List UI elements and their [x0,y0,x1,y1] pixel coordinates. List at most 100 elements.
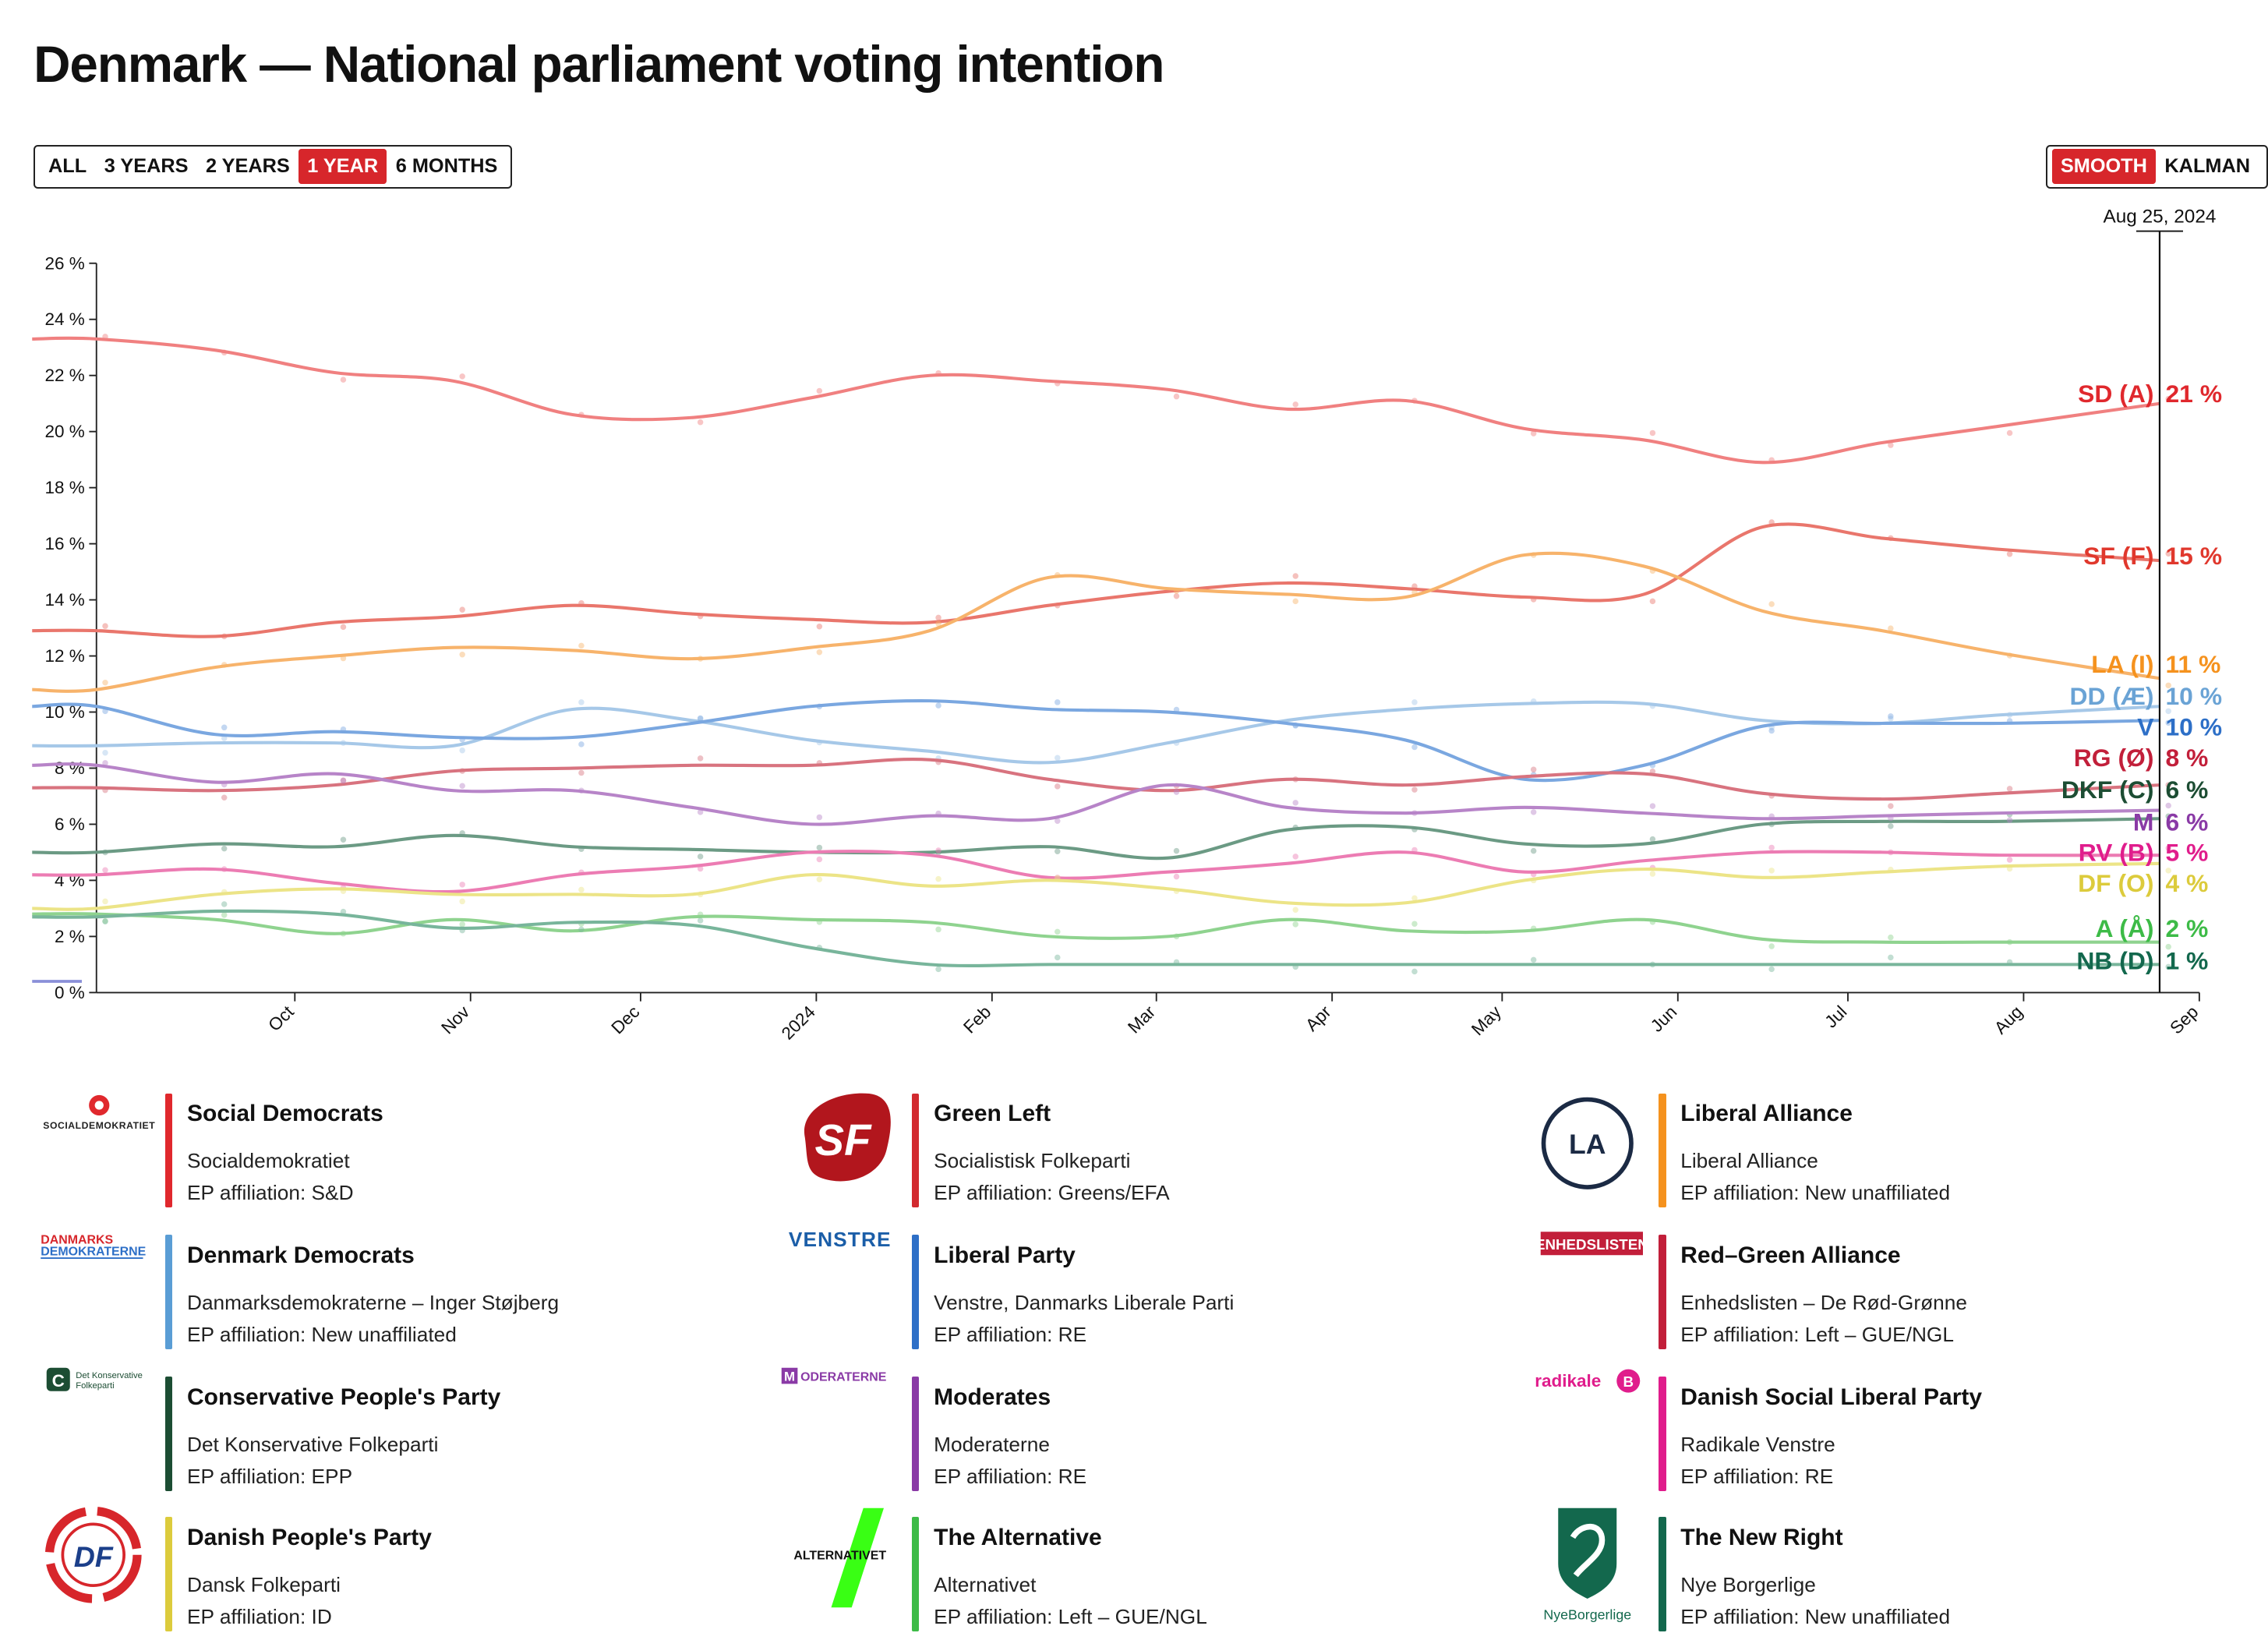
poll-point [578,412,585,418]
poll-point [935,966,941,972]
legend-color-bar [164,1093,173,1207]
page-title: Denmark — National parliament voting int… [34,36,1164,93]
series-end-value: 8 % [2165,744,2208,772]
poll-point [1173,789,1180,795]
range-6-months-button[interactable]: 6 MONTHS [387,149,506,184]
poll-point [1055,875,1061,881]
x-tick-label: Mar [1124,1002,1159,1037]
poll-point [935,620,941,627]
legend-item-red-green-alliance: ENHEDSLISTEN Red–Green Alliance Enhedslist… [1526,1223,2227,1349]
series-end-value: 6 % [2165,808,2208,836]
poll-point [1888,535,1894,541]
poll-point [459,898,465,904]
poll-point [221,901,228,907]
party-name: Danish Social Liberal Party [1680,1384,1983,1410]
poll-point [1292,853,1298,860]
party-name: Liberal Alliance [1680,1100,1853,1126]
party-name: The Alternative [934,1524,1102,1550]
poll-point [102,898,108,904]
poll-point [340,777,347,784]
poll-point [1055,571,1061,578]
poll-point [459,606,465,613]
mode-kalman-button[interactable]: KALMAN [2156,149,2259,184]
mode-smooth-button[interactable]: SMOOTH [2051,149,2157,185]
poll-point [2165,963,2171,970]
poll-point [340,836,347,843]
y-tick-label: 26 % [44,253,84,273]
poll-point [578,926,585,932]
poll-point [1411,810,1418,816]
svg-text:VENSTRE: VENSTRE [789,1228,892,1251]
poll-point [221,724,228,730]
series-end-name: DD (Æ) [2070,682,2154,710]
x-tick-label: Feb [959,1002,994,1037]
poll-point [1649,803,1656,809]
legend-color-bar [164,1377,173,1491]
poll-point [1530,766,1537,772]
poll-point [1530,847,1537,854]
poll-point [102,623,108,629]
series-line-df-o [32,861,2160,911]
party-native-name: Moderaterne [934,1432,1050,1456]
range-all-button[interactable]: ALL [40,149,96,184]
legend-item-green-left: SF Green Left Socialistisk Folkeparti EP af… [779,1082,1480,1207]
poll-point [2165,943,2171,950]
series-end-value: 4 % [2165,869,2208,897]
series-end-value: 10 % [2165,682,2222,710]
poll-point [1530,808,1537,815]
series-line-m [32,762,2160,826]
legend-item-the-alternative: ALTERNATIVET The Alternative Alternativet E… [779,1505,1480,1631]
poll-point [1530,871,1537,878]
range-2-years-button[interactable]: 2 YEARS [197,149,299,184]
poll-point [1173,847,1180,854]
poll-point [102,849,108,855]
poll-point [1768,457,1775,463]
legend-item-liberal-party: VENSTRE Liberal Party Venstre, Danmarks Li… [779,1223,1480,1349]
poll-point [1768,600,1775,607]
x-tick-label: Nov [437,1002,474,1038]
legend-color-bar [164,1235,173,1349]
poll-point [1649,429,1656,436]
poll-point [935,926,941,932]
party-native-name: Danmarksdemokraterne – Inger Støjberg [187,1290,560,1314]
series-end-value: 5 % [2165,838,2208,866]
y-tick-label: 0 % [55,983,85,1002]
party-ep-affiliation: EP affiliation: RE [1680,1464,1834,1488]
party-ep-affiliation: EP affiliation: Greens/EFA [934,1181,1170,1204]
poll-point [1768,792,1775,799]
series-line-sd-a [32,336,2160,465]
poll-point [1768,813,1775,819]
series-line-rg-ø [32,757,2160,801]
poll-point [459,747,465,754]
party-name: Denmark Democrats [187,1242,415,1268]
poll-point [1173,588,1180,594]
range-3-years-button[interactable]: 3 YEARS [95,149,196,184]
legend-color-bar [912,1517,920,1631]
poll-point [1292,722,1298,729]
df-logo: DF [32,1505,193,1622]
party-name: Moderates [934,1384,1051,1410]
poll-point [1173,592,1180,599]
date-cursor-label: Aug 25, 2024 [2103,206,2216,227]
poll-point [1768,966,1775,972]
party-name: Green Left [934,1100,1051,1126]
series-end-name: M [2133,808,2154,836]
poll-point [1649,871,1656,877]
y-tick-label: 16 % [44,534,84,553]
poll-point [816,856,823,862]
poll-point [102,749,108,756]
range-1-year-button[interactable]: 1 YEAR [299,149,387,185]
poll-point [697,808,704,815]
poll-point [2165,682,2171,688]
svg-text:C: C [52,1371,65,1391]
series-line-v [32,698,2160,782]
legend-item-liberal-alliance: LA Liberal Alliance Liberal Alliance EP aff… [1526,1082,2227,1207]
legend-color-bar [1659,1517,1666,1631]
poll-point [221,794,228,801]
poll-point [578,869,585,875]
poll-point [1173,740,1180,746]
poll-point [1649,918,1656,925]
party-ep-affiliation: EP affiliation: New unaffiliated [1680,1604,1951,1628]
poll-point [1411,744,1418,751]
